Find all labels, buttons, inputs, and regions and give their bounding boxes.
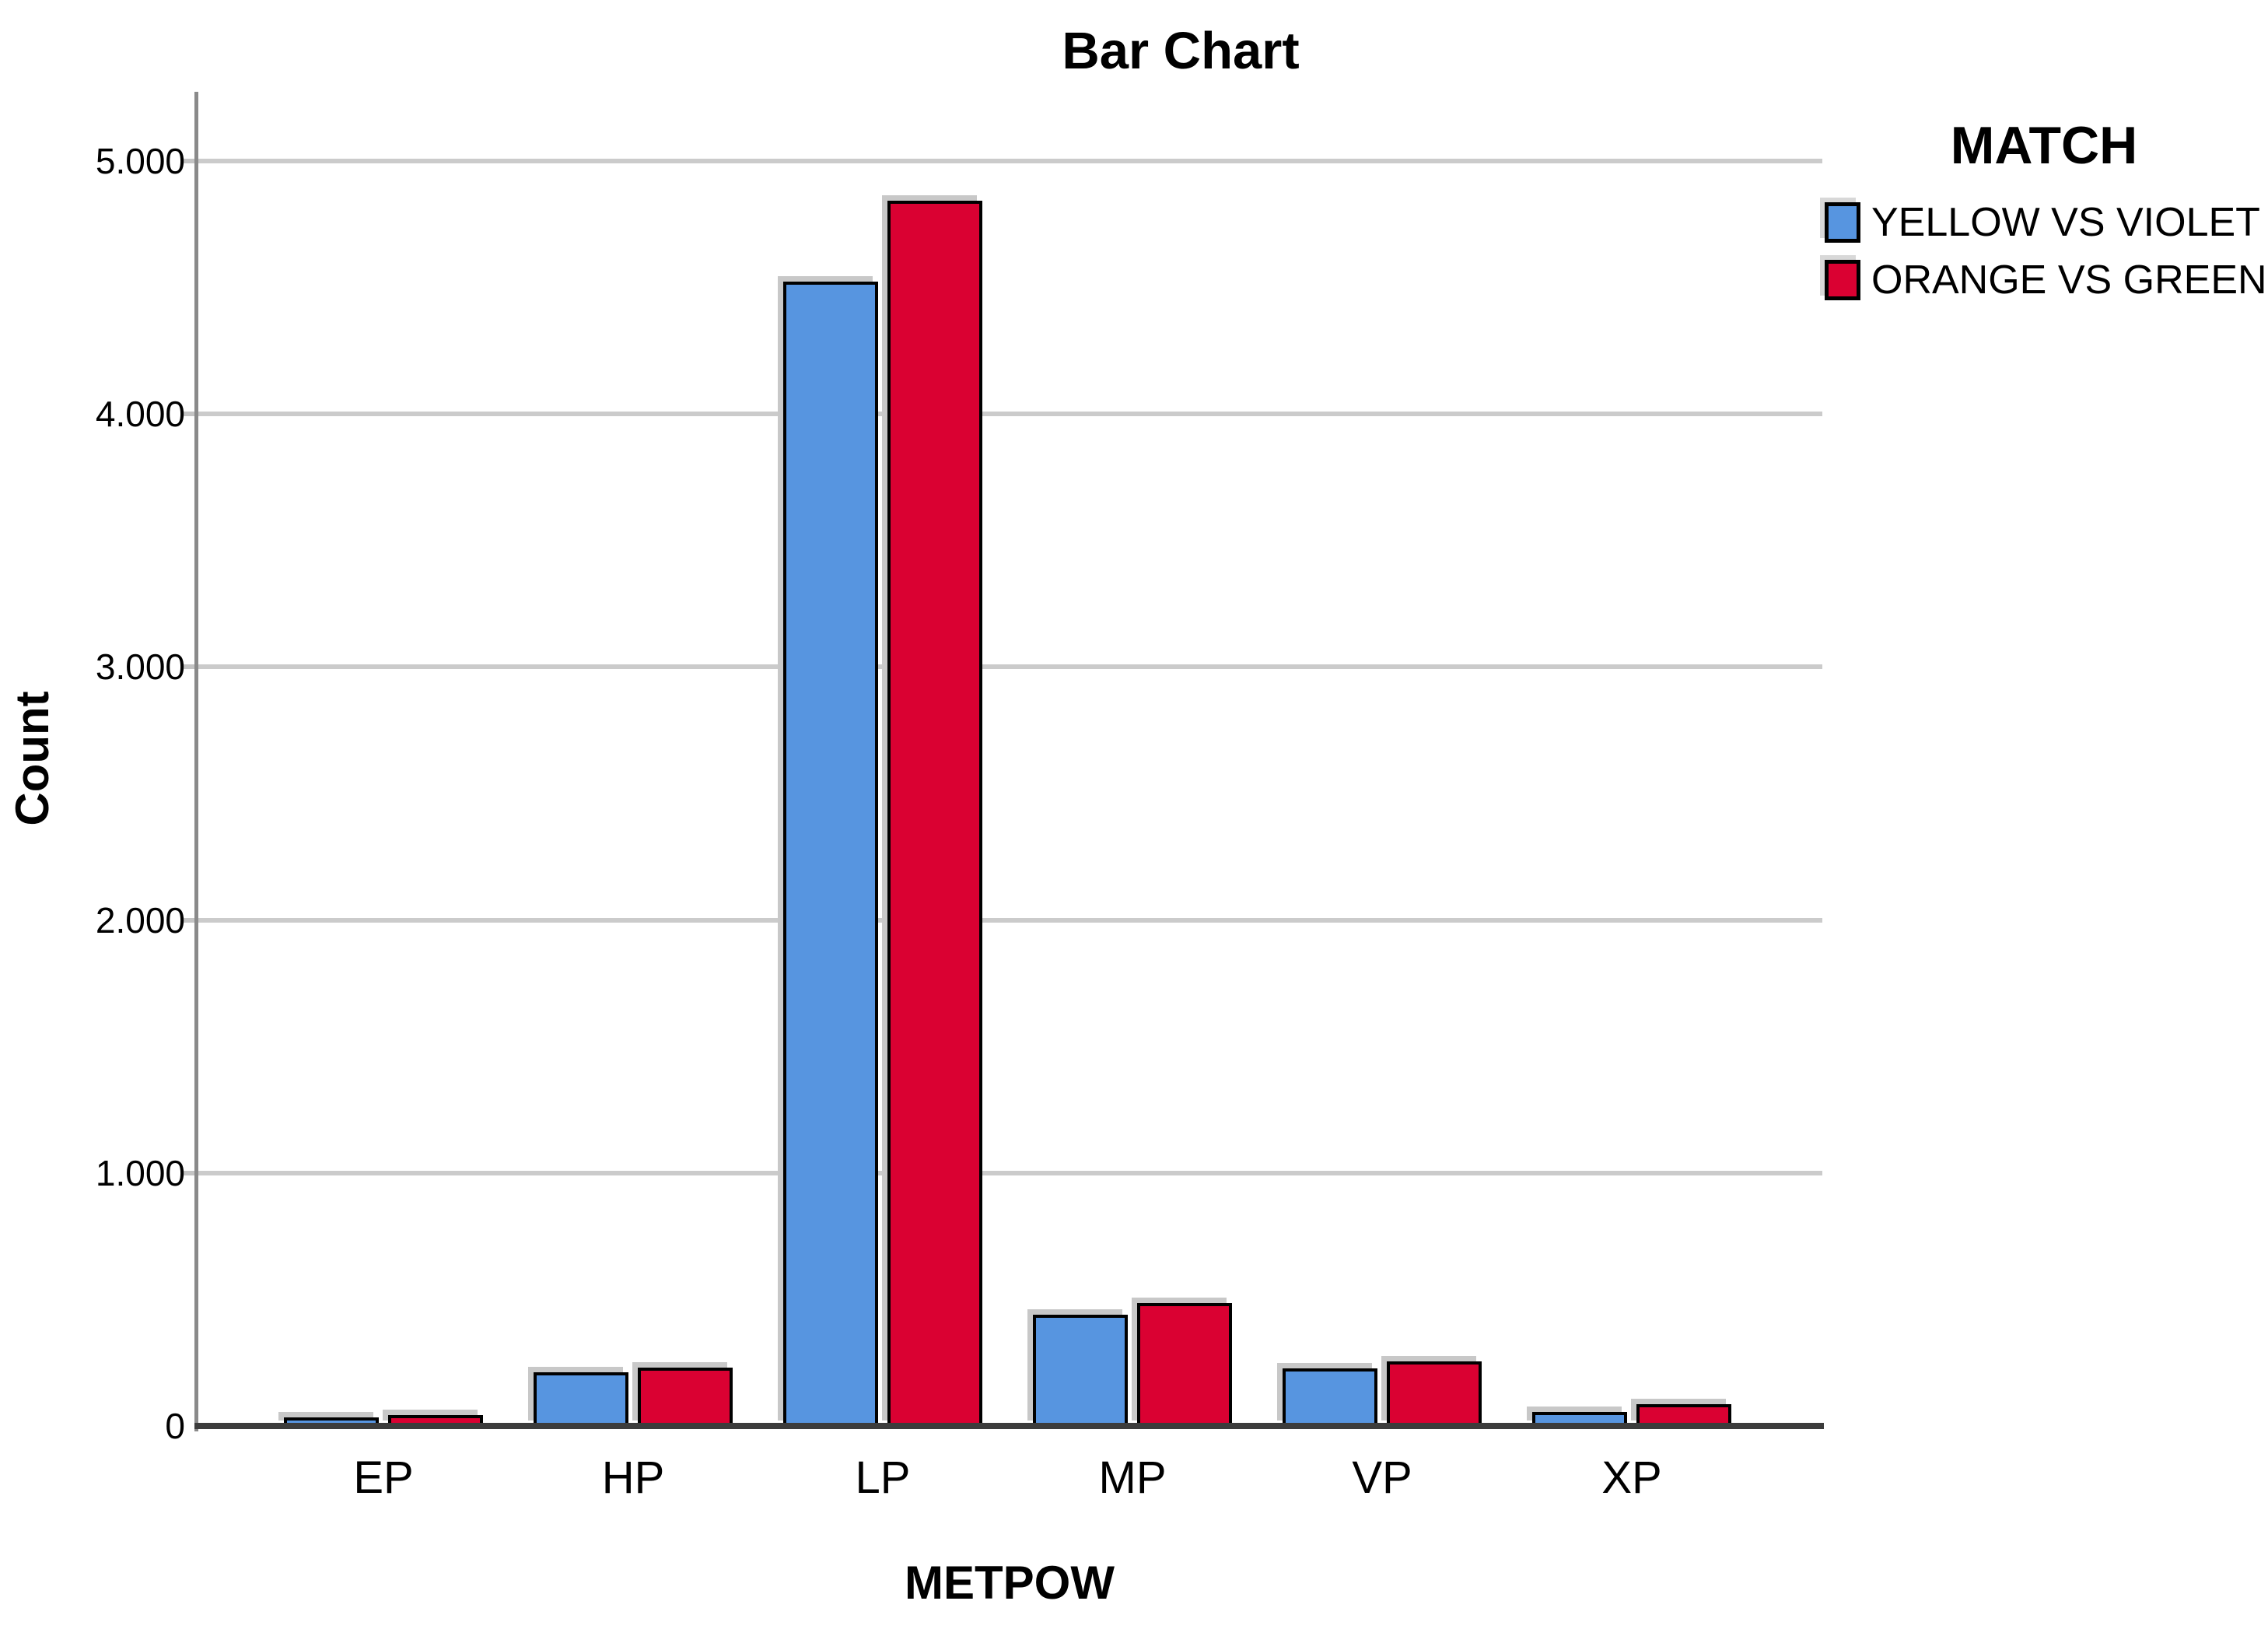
y-tick-mark <box>181 159 198 163</box>
y-tick-mark <box>181 412 198 416</box>
bar-lp-series1 <box>783 282 878 1426</box>
bar-vp-series2 <box>1387 1361 1482 1426</box>
y-tick-label: 4.000 <box>95 394 185 434</box>
legend-entry: YELLOW VS VIOLET <box>1820 194 2268 251</box>
y-gridline <box>198 664 1822 669</box>
x-axis-title: METPOW <box>905 1557 1115 1609</box>
legend-title: MATCH <box>1950 116 2138 175</box>
y-tick-mark <box>181 664 198 669</box>
y-gridline <box>198 412 1822 416</box>
x-category-label: HP <box>601 1452 665 1503</box>
y-tick-label: 0 <box>165 1406 185 1446</box>
legend-entry: ORANGE VS GREEN <box>1820 251 2268 309</box>
y-tick-label: 2.000 <box>95 900 185 941</box>
y-gridline <box>198 159 1822 163</box>
x-axis-line <box>194 1423 1824 1429</box>
x-category-label: LP <box>855 1452 911 1503</box>
bar-xp-series2 <box>1636 1404 1731 1426</box>
y-gridline <box>198 1171 1822 1175</box>
x-category-label: MP <box>1098 1452 1167 1503</box>
y-tick-mark <box>181 1171 198 1175</box>
legend-swatch <box>1825 202 1860 243</box>
bar-lp-series2 <box>887 201 982 1426</box>
x-category-label: EP <box>353 1452 414 1503</box>
legend-entries: YELLOW VS VIOLET ORANGE VS GREEN <box>1820 194 2268 309</box>
x-category-label: XP <box>1601 1452 1662 1503</box>
x-category-label: VP <box>1352 1452 1412 1503</box>
bar-mp-series1 <box>1033 1315 1128 1426</box>
legend-swatch <box>1825 260 1860 300</box>
bar-mp-series2 <box>1137 1303 1232 1426</box>
y-tick-mark <box>181 918 198 923</box>
y-axis-line <box>194 92 198 1431</box>
legend: MATCH YELLOW VS VIOLET ORANGE VS GREEN <box>1820 114 2268 309</box>
y-tick-label: 5.000 <box>95 141 185 181</box>
legend-entry-label: ORANGE VS GREEN <box>1871 257 2267 303</box>
bar-hp-series1 <box>534 1372 628 1426</box>
legend-entry-label: YELLOW VS VIOLET <box>1871 200 2260 245</box>
y-tick-label: 1.000 <box>95 1153 185 1193</box>
y-gridline <box>198 918 1822 923</box>
bar-vp-series1 <box>1283 1368 1377 1426</box>
y-tick-label: 3.000 <box>95 646 185 687</box>
chart-title: Bar Chart <box>1062 22 1300 80</box>
bar-hp-series2 <box>638 1368 733 1426</box>
